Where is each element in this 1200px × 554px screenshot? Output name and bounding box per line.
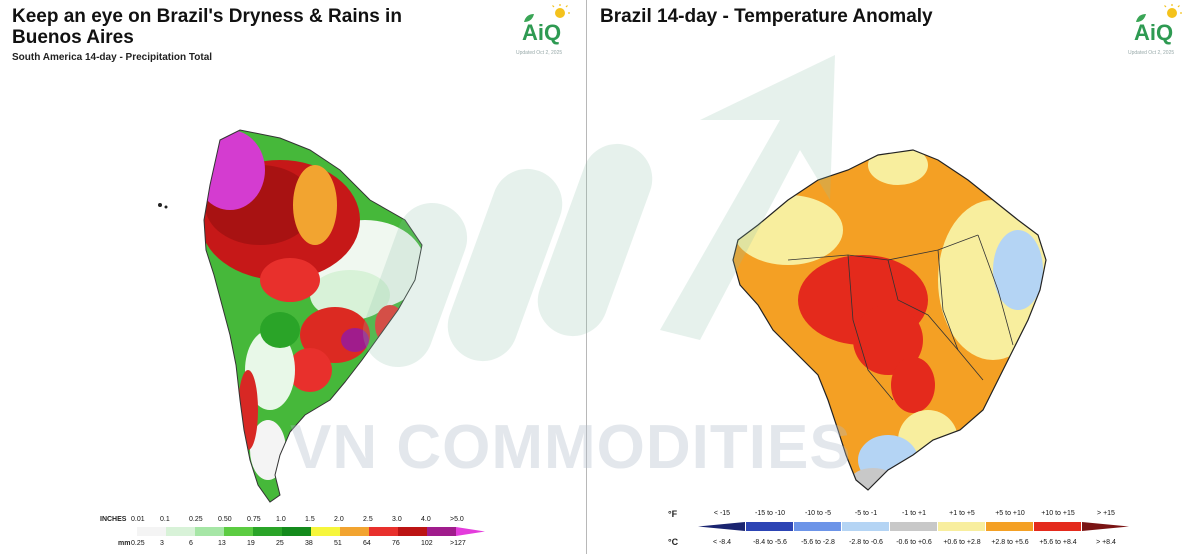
precip-legend-swatch [398,527,427,536]
temp-legend-c-label: -5.6 to -2.8 [801,539,835,546]
precip-legend-mm-label: 19 [247,540,255,547]
precip-legend-swatch [137,527,166,536]
sun-leaf-icon-right [1136,4,1182,22]
precip-legend-mm-label: 76 [392,540,400,547]
precip-legend-mm-label: 3 [160,540,164,547]
precip-legend-mm-label: 13 [218,540,226,547]
precip-legend-inch-label: 1.0 [276,516,286,523]
temp-legend-c-label: +2.8 to +5.6 [991,539,1029,546]
precip-legend-inch-label: 0.75 [247,516,261,523]
precip-legend-mm-label: >127 [450,540,466,547]
legend-inches-label: INCHES [100,516,127,523]
temp-legend-c-label: -0.6 to +0.6 [896,539,932,546]
precip-legend-swatch [166,527,195,536]
precip-legend-inch-label: 4.0 [421,516,431,523]
temp-legend-c-label: < -8.4 [712,539,732,546]
temp-legend-swatch [746,522,793,531]
precip-title: Keep an eye on Brazil's Dryness & Rains … [12,6,402,48]
precip-legend-swatch [369,527,398,536]
temp-legend-c-label: +0.6 to +2.8 [943,539,981,546]
precip-legend-inch-label: 2.5 [363,516,373,523]
temp-legend-f-label: +10 to +15 [1041,510,1075,517]
precip-legend-inch-label: >5.0 [450,516,464,523]
temp-legend-swatch [890,522,937,531]
precip-legend-inch-label: 1.5 [305,516,315,523]
temp-legend-swatch [1034,522,1081,531]
temp-legend-swatch [938,522,985,531]
temp-legend-f-label: +5 to +10 [995,510,1025,517]
brazil-temp-anomaly-map [732,149,1047,491]
precip-legend-inch-label: 0.1 [160,516,170,523]
precip-legend-mm-label: 25 [276,540,284,547]
precip-legend-swatch [195,527,224,536]
temp-title: Brazil 14-day - Temperature Anomaly [600,6,933,27]
precip-legend-inch-label: 0.50 [218,516,232,523]
temperature-panel: Brazil 14-day - Temperature Anomaly AiQ … [588,0,1200,554]
temp-legend-f-label: > +15 [1097,510,1115,517]
temp-legend-f-label: -1 to +1 [902,510,926,517]
south-america-precip-map [158,129,423,503]
temp-legend-c-label: -2.8 to -0.6 [849,539,883,546]
temp-legend-f-label: +1 to +5 [949,510,975,517]
temp-legend-swatch [698,522,745,531]
aiq-logo-right: AiQ Updated Oct 2, 2025 [1128,4,1188,60]
precip-legend-swatch [253,527,282,536]
legend-mm-label: mm [118,540,131,547]
precip-subtitle: South America 14-day - Precipitation Tot… [12,52,213,63]
precip-legend-swatch [282,527,311,536]
temp-legend-swatch [1082,522,1129,531]
temp-legend-swatch [794,522,841,531]
temp-legend-swatch [842,522,889,531]
temp-legend-f-label: < -15 [713,510,731,517]
precip-legend-inch-label: 0.01 [131,516,145,523]
temp-legend-f-label: -5 to -1 [854,510,878,517]
legend-c-unit: °C [668,537,679,547]
precip-legend-inch-label: 3.0 [392,516,402,523]
temp-legend-swatch [986,522,1033,531]
temp-legend-c-label: > +8.4 [1096,539,1116,546]
precip-legend-inch-label: 0.25 [189,516,203,523]
precip-legend-swatch [311,527,340,536]
precip-legend-mm-label: 102 [421,540,433,547]
legend-f-unit: °F [668,509,678,519]
precip-legend-mm-label: 0.25 [131,540,145,547]
precip-legend-swatch [456,527,485,536]
aiq-logo: AiQ Updated Oct 2, 2025 [516,4,576,60]
precip-legend-mm-label: 64 [363,540,371,547]
sun-leaf-icon [524,4,570,22]
temp-legend-c-label: -8.4 to -5.6 [753,539,787,546]
precip-legend-swatch [224,527,253,536]
precipitation-panel: Keep an eye on Brazil's Dryness & Rains … [0,0,587,554]
precip-legend-mm-label: 38 [305,540,313,547]
precip-legend-mm-label: 6 [189,540,193,547]
precip-legend-swatch [340,527,369,536]
temp-legend-c-label: +5.6 to +8.4 [1039,539,1077,546]
temp-legend-f-label: -15 to -10 [755,510,785,517]
precip-legend-inch-label: 2.0 [334,516,344,523]
precip-legend-mm-label: 51 [334,540,342,547]
temp-legend-f-label: -10 to -5 [804,510,832,517]
precip-legend-swatch [427,527,456,536]
